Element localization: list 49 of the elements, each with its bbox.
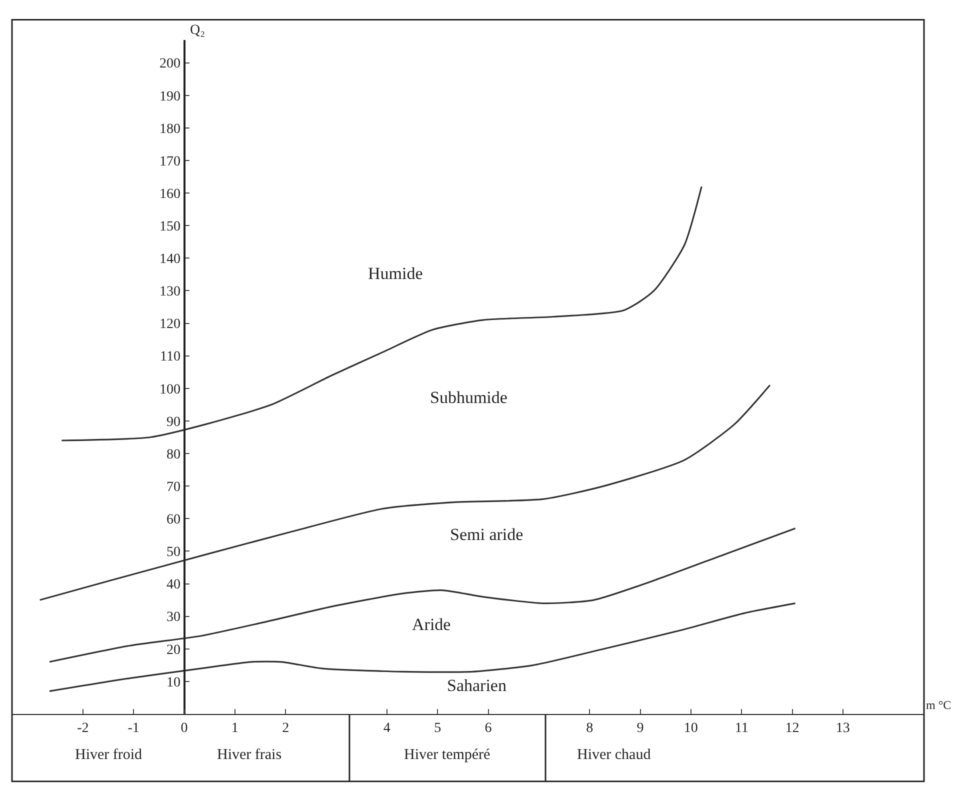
x-tick-label: 13 xyxy=(836,720,850,736)
y-tick-label: 200 xyxy=(159,56,180,72)
x-tick-label: 12 xyxy=(785,720,800,736)
y-tick-label: 80 xyxy=(166,447,180,462)
line-series xyxy=(39,384,771,601)
annotation: Semi aride xyxy=(450,525,524,544)
x-tick-label: 10 xyxy=(684,720,698,736)
y-tick-label: 90 xyxy=(166,414,180,430)
y-tick-label: 190 xyxy=(159,89,180,104)
text: Hiver frais xyxy=(217,747,282,763)
x-tick-label: 8 xyxy=(586,720,594,736)
text: Hiver tempéré xyxy=(404,747,491,763)
text: Hiver chaud xyxy=(577,747,652,763)
y-tick-label: 170 xyxy=(159,154,180,170)
y-tick-label: 30 xyxy=(166,610,180,626)
annotation: Aride xyxy=(412,615,451,634)
y-tick-label: 180 xyxy=(159,122,180,137)
y-tick-label: 50 xyxy=(166,545,180,560)
annotation: Saharien xyxy=(447,676,507,695)
x-tick-label: -1 xyxy=(128,720,140,736)
y-tick-label: 130 xyxy=(159,284,180,300)
y-tick-label: 120 xyxy=(159,317,180,332)
y-tick-label: 20 xyxy=(166,642,180,658)
x-tick-label: 1 xyxy=(231,720,238,736)
x-tick-label: 11 xyxy=(734,720,748,736)
y-tick-label: 100 xyxy=(159,382,180,398)
line-series xyxy=(60,186,702,442)
text: Hiver froid xyxy=(75,747,143,763)
line-series xyxy=(48,528,796,663)
annotation: Subhumide xyxy=(430,388,508,407)
y-axis-title: Q₂ xyxy=(190,23,206,38)
y-tick-label: 10 xyxy=(166,675,180,690)
y-tick-label: 160 xyxy=(159,186,180,202)
x-tick-label: 5 xyxy=(434,720,442,736)
annotation: Humide xyxy=(368,264,423,283)
y-tick-label: 110 xyxy=(160,350,180,365)
y-tick-label: 60 xyxy=(166,512,180,528)
x-tick-label: 2 xyxy=(282,720,290,736)
y-tick-label: 140 xyxy=(159,252,180,268)
y-tick-label: 40 xyxy=(166,578,180,593)
x-tick-label: 4 xyxy=(383,720,390,736)
line-series xyxy=(48,602,796,692)
y-tick-label: 70 xyxy=(166,480,180,495)
y-tick-label: 150 xyxy=(159,219,180,234)
x-tick-label: 0 xyxy=(180,720,188,736)
x-tick-label: 9 xyxy=(636,720,644,736)
x-tick-label: -2 xyxy=(77,720,89,736)
x-axis-title: m °C xyxy=(926,698,952,712)
x-tick-label: 6 xyxy=(484,720,492,736)
